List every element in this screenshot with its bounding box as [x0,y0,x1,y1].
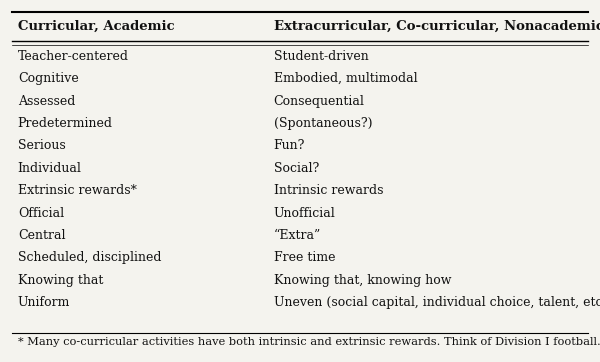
Text: Predetermined: Predetermined [18,117,113,130]
Text: Uneven (social capital, individual choice, talent, etc.): Uneven (social capital, individual choic… [274,296,600,309]
Text: Social?: Social? [274,162,319,175]
Text: Serious: Serious [18,139,65,152]
Text: Individual: Individual [18,162,82,175]
Text: Knowing that: Knowing that [18,274,103,287]
Text: “Extra”: “Extra” [274,229,321,242]
Text: Consequential: Consequential [274,94,364,108]
Text: Student-driven: Student-driven [274,50,368,63]
Text: Cognitive: Cognitive [18,72,79,85]
Text: Knowing that, knowing how: Knowing that, knowing how [274,274,451,287]
Text: Curricular, Academic: Curricular, Academic [18,20,175,33]
Text: Teacher-centered: Teacher-centered [18,50,129,63]
Text: Extrinsic rewards*: Extrinsic rewards* [18,184,137,197]
Text: Uniform: Uniform [18,296,70,309]
Text: Intrinsic rewards: Intrinsic rewards [274,184,383,197]
Text: Free time: Free time [274,252,335,264]
Text: Extracurricular, Co-curricular, Nonacademic: Extracurricular, Co-curricular, Nonacade… [274,20,600,33]
Text: Scheduled, disciplined: Scheduled, disciplined [18,252,161,264]
Text: Central: Central [18,229,65,242]
Text: Embodied, multimodal: Embodied, multimodal [274,72,417,85]
Text: Unofficial: Unofficial [274,207,335,220]
Text: Assessed: Assessed [18,94,75,108]
Text: Official: Official [18,207,64,220]
Text: * Many co-curricular activities have both intrinsic and extrinsic rewards. Think: * Many co-curricular activities have bot… [18,337,600,347]
Text: (Spontaneous?): (Spontaneous?) [274,117,372,130]
Text: Fun?: Fun? [274,139,305,152]
